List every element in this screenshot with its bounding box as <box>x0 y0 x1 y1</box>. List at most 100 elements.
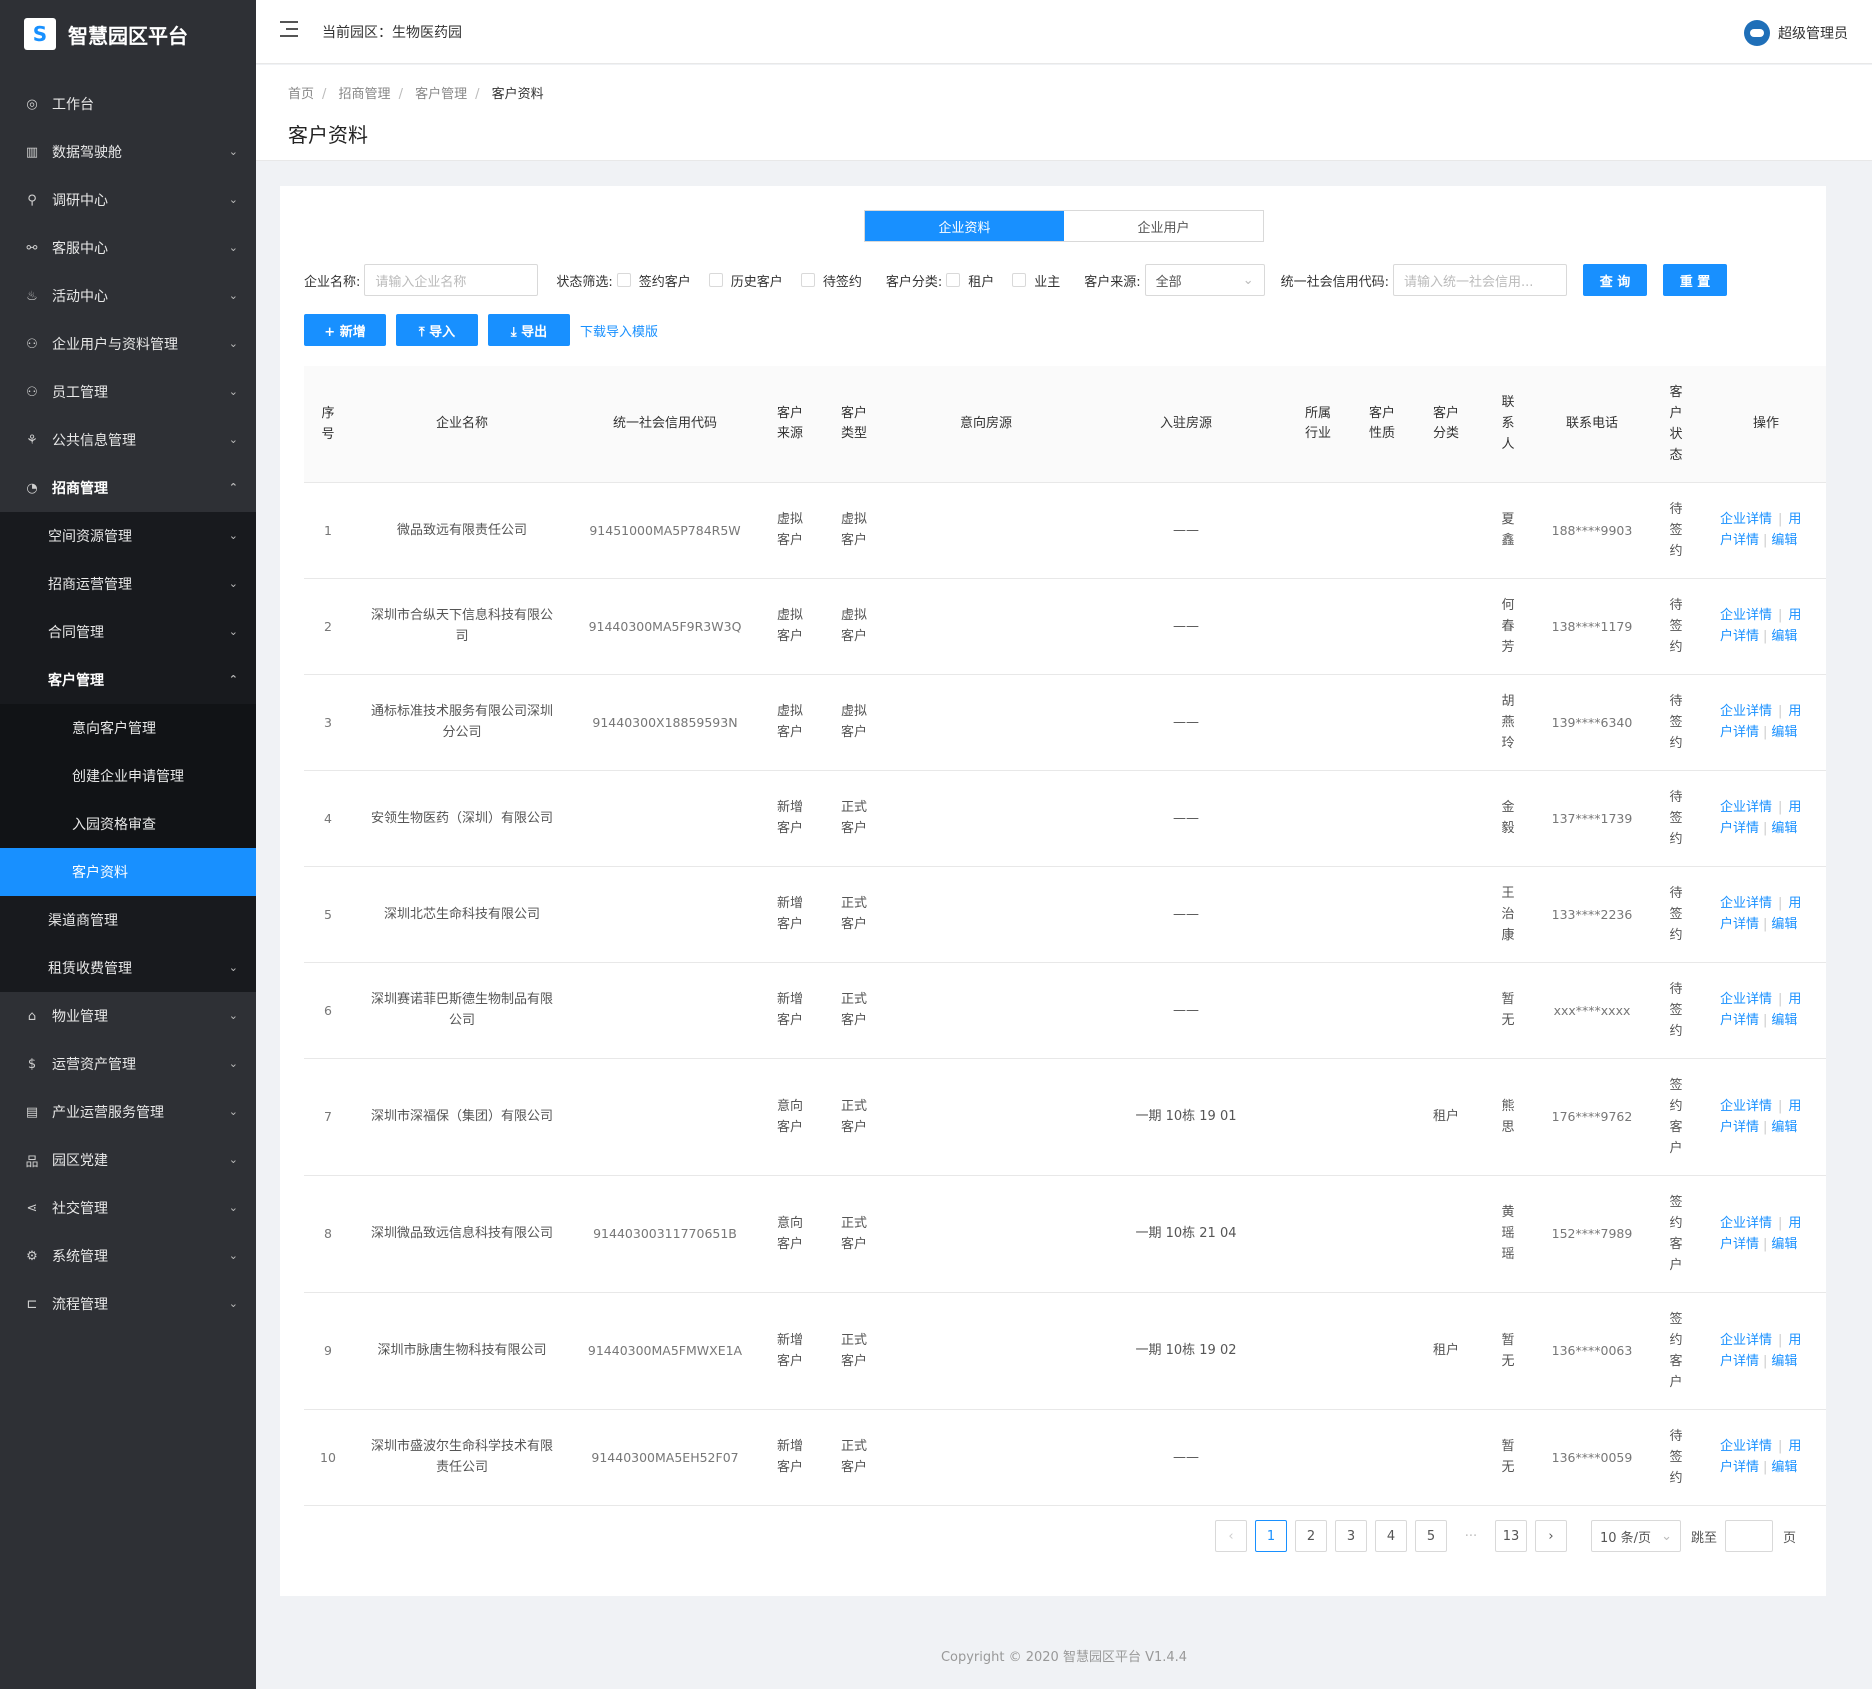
status-history[interactable]: 历史客户 <box>708 271 783 290</box>
sidebar-item[interactable]: ◎ 工作台 <box>0 80 256 128</box>
edit-link[interactable]: 编辑 <box>1771 1013 1798 1028</box>
sidebar-item[interactable]: ♨ 活动中心 ⌄ <box>0 272 256 320</box>
op-separator: | <box>1763 629 1768 644</box>
page-size-select[interactable]: 10 条/页 ⌄ <box>1590 1520 1681 1552</box>
user-menu[interactable]: 超级管理员 <box>1744 20 1848 46</box>
company-detail-link[interactable]: 企业详情 <box>1720 1332 1773 1348</box>
edit-link[interactable]: 编辑 <box>1771 1460 1798 1475</box>
page-4[interactable]: 4 <box>1374 1520 1407 1552</box>
tab-company-users[interactable]: 企业用户 <box>1137 220 1190 236</box>
company-detail-link[interactable]: 企业详情 <box>1720 1439 1773 1454</box>
logo[interactable]: S 智慧园区平台 <box>0 0 256 68</box>
sidebar-item[interactable]: ⚘ 公共信息管理 ⌄ <box>0 416 256 464</box>
sidebar-item[interactable]: ⋖ 社交管理 ⌄ <box>0 1184 256 1232</box>
next-page-button[interactable]: › <box>1534 1520 1567 1552</box>
sidebar-item[interactable]: 意向客户管理 <box>0 704 256 752</box>
page-ellipsis[interactable]: ··· <box>1454 1520 1487 1552</box>
sidebar-item[interactable]: ⚙ 系统管理 ⌄ <box>0 1232 256 1280</box>
sidebar-item[interactable]: 合同管理 ⌄ <box>0 608 256 656</box>
cell-phone: xxx****xxxx <box>1538 962 1646 1059</box>
company-detail-link[interactable]: 企业详情 <box>1720 704 1773 719</box>
user-detail-link[interactable]: 用户详情 <box>1720 1098 1802 1135</box>
category-tenant[interactable]: 租户 <box>946 271 994 290</box>
company-detail-link[interactable]: 企业详情 <box>1720 1098 1773 1114</box>
tab-company-info[interactable]: 企业资料 <box>865 211 1064 241</box>
breadcrumb-investment[interactable]: 招商管理 <box>338 87 391 102</box>
user-detail-link[interactable]: 用户详情 <box>1720 896 1802 932</box>
table-row: 5 深圳北芯生命科技有限公司 新增客户 正式客户 —— 王治康 133****2236 待签约… <box>304 866 1826 963</box>
user-detail-link[interactable]: 用户详情 <box>1720 1332 1802 1369</box>
cell-intent <box>886 1409 1086 1506</box>
edit-link[interactable]: 编辑 <box>1771 1353 1798 1369</box>
user-detail-link[interactable]: 用户详情 <box>1720 704 1802 740</box>
company-detail-link[interactable]: 企业详情 <box>1720 800 1773 815</box>
page-1[interactable]: 1 <box>1254 1520 1287 1552</box>
cell-industry <box>1286 1175 1350 1293</box>
sidebar-item[interactable]: ⚇ 企业用户与资料管理 ⌄ <box>0 320 256 368</box>
company-detail-link[interactable]: 企业详情 <box>1720 896 1773 911</box>
sidebar-item[interactable]: 客户管理 ⌃ <box>0 656 256 704</box>
page-13[interactable]: 13 <box>1494 1520 1527 1552</box>
page-5[interactable]: 5 <box>1414 1520 1447 1552</box>
sidebar-item[interactable]: ⚯ 客服中心 ⌄ <box>0 224 256 272</box>
prev-page-button[interactable]: ‹ <box>1214 1520 1247 1552</box>
status-signed[interactable]: 签约客户 <box>616 271 691 290</box>
jump-input[interactable] <box>1724 1520 1773 1552</box>
cell-no: 7 <box>304 1058 352 1176</box>
company-detail-link[interactable]: 企业详情 <box>1720 608 1773 623</box>
sidebar-item[interactable]: 招商运营管理 ⌄ <box>0 560 256 608</box>
sidebar-item[interactable]: ⚲ 调研中心 ⌄ <box>0 176 256 224</box>
user-detail-link[interactable]: 用户详情 <box>1720 1439 1802 1475</box>
sidebar-item[interactable]: ⊏ 流程管理 ⌄ <box>0 1280 256 1328</box>
edit-link[interactable]: 编辑 <box>1771 533 1798 548</box>
cell-cat <box>1414 770 1478 867</box>
sidebar-item[interactable]: ⚇ 员工管理 ⌄ <box>0 368 256 416</box>
sidebar-item[interactable]: ◔ 招商管理 ⌃ <box>0 464 256 512</box>
user-detail-link[interactable]: 用户详情 <box>1720 608 1802 644</box>
edit-link[interactable]: 编辑 <box>1771 821 1798 836</box>
sidebar-item[interactable]: $ 运营资产管理 ⌄ <box>0 1040 256 1088</box>
sidebar-item[interactable]: ▥ 数据驾驶舱 ⌄ <box>0 128 256 176</box>
breadcrumb-home[interactable]: 首页 <box>288 87 315 102</box>
sidebar-item[interactable]: 客户资料 <box>0 848 256 896</box>
reset-button[interactable]: 重 置 <box>1663 264 1728 296</box>
category-owner[interactable]: 业主 <box>1012 271 1060 290</box>
edit-link[interactable]: 编辑 <box>1771 1236 1798 1252</box>
menu-fold-icon[interactable] <box>280 20 300 38</box>
user-detail-link[interactable]: 用户详情 <box>1720 1215 1802 1252</box>
jump-label: 跳至 <box>1690 1530 1717 1546</box>
edit-link[interactable]: 编辑 <box>1771 629 1798 644</box>
user-detail-link[interactable]: 用户详情 <box>1720 800 1802 836</box>
edit-link[interactable]: 编辑 <box>1771 725 1798 740</box>
sidebar-item[interactable]: ▤ 产业运营服务管理 ⌄ <box>0 1088 256 1136</box>
company-detail-link[interactable]: 企业详情 <box>1720 1215 1773 1231</box>
source-select[interactable]: 全部 ⌄ <box>1144 264 1265 296</box>
edit-link[interactable]: 编辑 <box>1771 1119 1798 1135</box>
sidebar-item[interactable]: 渠道商管理 <box>0 896 256 944</box>
op-separator: | <box>1763 1119 1768 1135</box>
download-template-link[interactable]: 下载导入模版 <box>580 324 659 340</box>
breadcrumb-customer[interactable]: 客户管理 <box>415 87 468 102</box>
company-name-input[interactable]: 请输入企业名称 <box>364 264 539 296</box>
user-detail-link[interactable]: 用户详情 <box>1720 992 1802 1028</box>
sidebar-item[interactable]: 创建企业申请管理 <box>0 752 256 800</box>
sidebar-item[interactable]: 空间资源管理 ⌄ <box>0 512 256 560</box>
company-detail-link[interactable]: 企业详情 <box>1720 992 1773 1007</box>
cell-code: 91440300311770651B <box>572 1175 758 1293</box>
sidebar-item[interactable]: 入园资格审查 <box>0 800 256 848</box>
sidebar-item[interactable]: 租赁收费管理 ⌄ <box>0 944 256 992</box>
company-detail-link[interactable]: 企业详情 <box>1720 512 1773 527</box>
edit-link[interactable]: 编辑 <box>1771 917 1798 932</box>
sidebar-item[interactable]: ⌂ 物业管理 ⌄ <box>0 992 256 1040</box>
export-button[interactable]: ⤓ 导出 <box>488 314 570 346</box>
query-button[interactable]: 查 询 <box>1583 264 1648 296</box>
import-button[interactable]: ⤒ 导入 <box>396 314 478 346</box>
credit-code-input[interactable]: 请输入统一社会信用... <box>1393 264 1568 296</box>
add-button[interactable]: + 新增 <box>304 314 386 346</box>
page-3[interactable]: 3 <box>1334 1520 1367 1552</box>
status-pending[interactable]: 待签约 <box>800 271 862 290</box>
page-2[interactable]: 2 <box>1294 1520 1327 1552</box>
user-detail-link[interactable]: 用户详情 <box>1720 512 1802 548</box>
sidebar-item[interactable]: 品园区党建 ⌄ <box>0 1136 256 1184</box>
cell-nature <box>1350 482 1414 579</box>
